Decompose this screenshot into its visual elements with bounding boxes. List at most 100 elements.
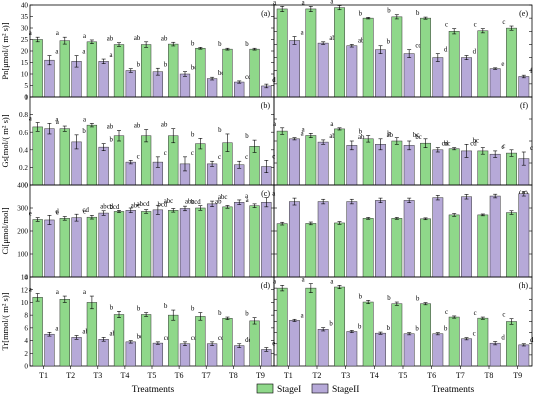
bar-stagei-t9 <box>249 320 260 367</box>
significance-letter: c <box>501 144 504 151</box>
significance-letter: bc <box>218 70 224 77</box>
x-axis-area: Treatments Treatments <box>132 385 475 395</box>
bar-stageii-t5 <box>152 71 164 98</box>
significance-letter: ab <box>134 35 141 42</box>
significance-letter: a <box>56 289 59 296</box>
significance-letter: d <box>55 208 59 215</box>
significance-letter: d <box>530 337 534 344</box>
x-axis-title-left: Treatments <box>132 385 175 395</box>
bar-stageii-t1 <box>289 320 300 367</box>
significance-letter: ab <box>107 123 114 130</box>
bar-stageii-t4 <box>375 200 386 278</box>
x-tick-label-t1: T1 <box>39 371 48 380</box>
bar-stagei-t5 <box>391 16 403 98</box>
panel-id-label: (e) <box>519 9 528 18</box>
bar-stageii-t8 <box>489 153 501 186</box>
bar-stageii-t3 <box>346 331 358 367</box>
significance-letter: b <box>359 293 363 300</box>
significance-letter: c <box>164 150 167 157</box>
significance-letter: a <box>56 119 59 126</box>
bar-stageii-t6 <box>432 333 444 367</box>
bar-stagei-t6 <box>420 17 431 98</box>
panel-g: (g) <box>273 184 533 278</box>
significance-letter: ab <box>82 328 89 335</box>
bar-stagei-t5 <box>140 211 152 278</box>
panel-h: (h) a a T1 a b T2 a b T3 b b T4 b b T5 b b T6 c c T7 c d T8 c d T9 <box>273 276 534 380</box>
y-axis-label-row2: Gs[mol/( m² s)] <box>0 114 10 167</box>
y-tick-label: 0.8 <box>19 111 28 119</box>
panel-d: 02468101214(d)aaT1aabT2aabcT3bbcT4bcdT5b… <box>21 274 275 380</box>
significance-letter: ab <box>358 134 365 141</box>
bar-stagei-t4 <box>113 211 125 278</box>
y-tick-label: 0 <box>24 363 28 371</box>
y-axis-label-row3: Ci[μmol/mol] <box>0 207 10 254</box>
bar-stagei-t4 <box>362 301 374 367</box>
bar-stageii-t1 <box>44 128 55 186</box>
bar-stagei-t7 <box>448 148 460 186</box>
bar-stageii-t7 <box>206 78 218 98</box>
bar-stageii-t1 <box>44 333 55 367</box>
significance-letter: a <box>29 287 32 294</box>
bar-stagei-t3 <box>334 222 345 278</box>
bar-stageii-t5 <box>152 342 164 367</box>
bar-stagei-t2 <box>59 218 70 278</box>
y-tick-label: 300 <box>17 205 28 213</box>
x-tick-label-t4: T4 <box>370 371 379 380</box>
y-tick-label: 0.4 <box>19 146 28 154</box>
bar-stagei-t1 <box>276 223 288 278</box>
significance-letter: c <box>218 154 221 161</box>
significance-letter: bc <box>473 137 479 144</box>
bar-stagei-t5 <box>140 135 152 186</box>
significance-letter: b <box>359 10 363 17</box>
bar-stagei-t8 <box>477 30 489 98</box>
bar-stageii-t9 <box>518 76 530 98</box>
bar-stagei-t4 <box>113 314 125 367</box>
bar-stageii-t3 <box>346 45 358 98</box>
panel-id-label: (f) <box>520 101 528 110</box>
significance-letter: b <box>164 61 168 68</box>
significance-letter: a <box>245 193 248 200</box>
significance-letter: b <box>245 41 249 48</box>
legend-swatch-stage2 <box>311 383 329 394</box>
bar-stageii-t2 <box>71 337 82 367</box>
significance-letter: b <box>245 133 249 140</box>
y-tick-label: 10 <box>21 299 29 307</box>
bar-stageii-t2 <box>71 217 82 278</box>
significance-letter: b <box>387 325 391 332</box>
significance-letter: c <box>502 19 505 26</box>
significance-letter: abc <box>185 199 194 206</box>
bar-stagei-t8 <box>477 317 489 367</box>
bar-stageii-t8 <box>234 345 245 367</box>
significance-letter: d <box>473 48 477 55</box>
significance-letter: b <box>137 62 141 69</box>
significance-letter: abcd <box>100 203 113 210</box>
significance-letter: c <box>502 312 505 319</box>
y-tick-label: 0 <box>24 182 28 190</box>
bar-stagei-t2 <box>59 299 70 367</box>
legend-label-stage2: StageII <box>332 385 359 395</box>
significance-letter: b <box>191 40 195 47</box>
significance-letter: a <box>330 0 333 6</box>
bar-stageii-t4 <box>125 341 136 367</box>
panel-id-label: (d) <box>261 281 271 290</box>
significance-letter: a <box>83 289 86 296</box>
significance-letter: ab <box>387 132 394 139</box>
significance-letter: cd <box>245 74 252 81</box>
significance-letter: bcd <box>110 204 120 211</box>
significance-letter: c <box>445 22 448 29</box>
bar-stagei-t8 <box>222 48 233 98</box>
bar-stagei-t5 <box>391 218 403 278</box>
bar-stageii-t8 <box>489 342 501 367</box>
significance-letter: a <box>83 116 86 123</box>
bar-stageii-t3 <box>98 146 109 186</box>
bar-stagei-t6 <box>420 218 431 278</box>
bar-stagei-t7 <box>195 47 206 98</box>
y-tick-label: 30 <box>21 25 29 33</box>
significance-letter: f <box>530 68 533 75</box>
significance-letter: cd <box>164 335 171 342</box>
bar-stageii-t4 <box>125 210 136 278</box>
significance-letter: bc <box>415 134 421 141</box>
y-tick-label: 12 <box>21 286 29 294</box>
